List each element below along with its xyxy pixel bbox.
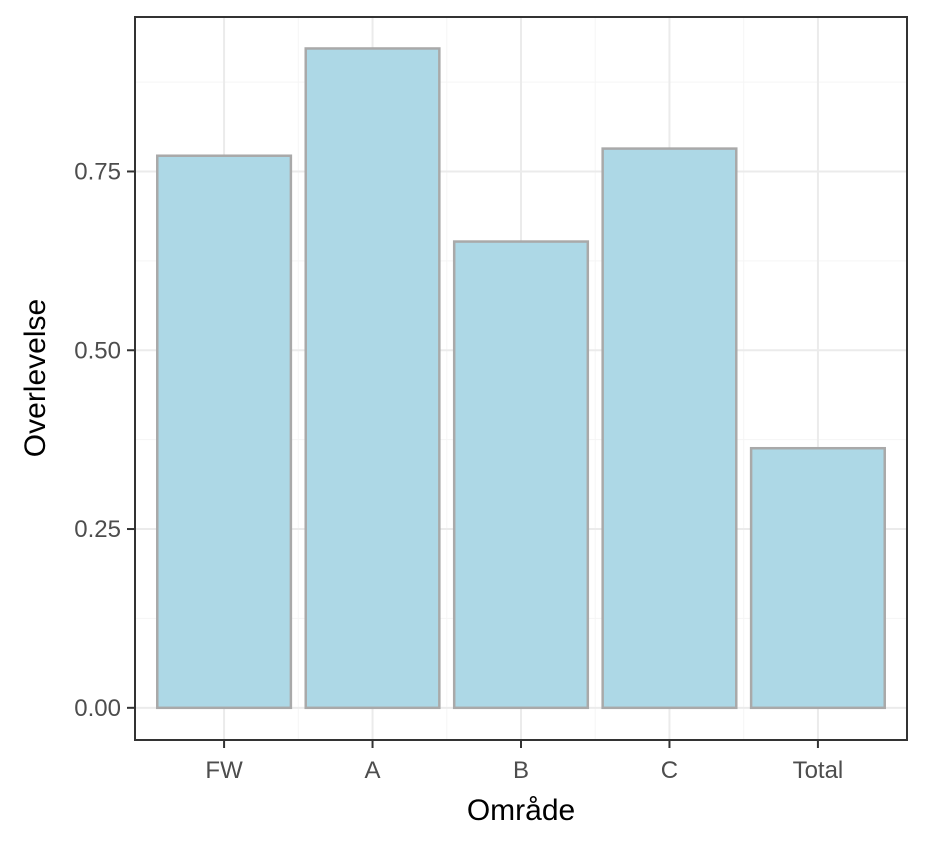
y-tick-label: 0.75 <box>74 158 121 185</box>
x-tick-label: FW <box>205 757 243 784</box>
x-axis: FW A B C Total <box>205 740 843 784</box>
x-tick-label: C <box>661 757 678 784</box>
y-tick-label: 0.25 <box>74 516 121 543</box>
y-tick-label: 0.00 <box>74 695 121 722</box>
y-tick-label: 0.50 <box>74 337 121 364</box>
x-tick-label: A <box>365 757 381 784</box>
bar-b <box>452 240 590 710</box>
bar-c <box>601 147 738 710</box>
x-axis-title: Område <box>467 794 575 827</box>
x-tick-label: Total <box>793 757 844 784</box>
bar-fw <box>156 154 293 710</box>
bars <box>156 47 886 710</box>
y-axis: 0.00 0.25 0.50 0.75 <box>74 158 135 722</box>
bar-total <box>749 446 886 710</box>
y-axis-title: Overlevelse <box>19 299 52 457</box>
x-tick-label: B <box>513 757 529 784</box>
bar-a <box>304 47 441 710</box>
